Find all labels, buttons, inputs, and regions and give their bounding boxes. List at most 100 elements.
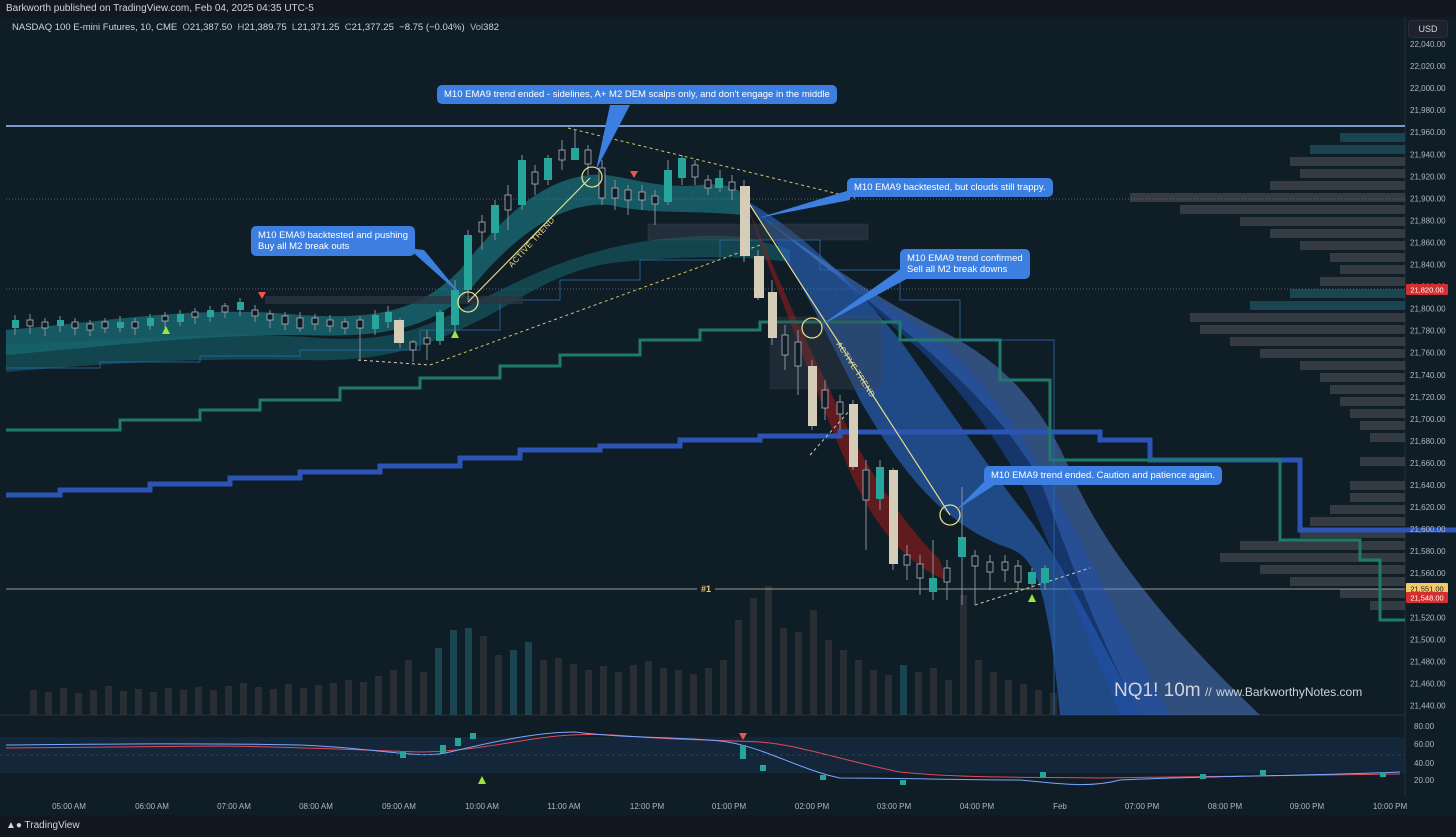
time-axis-label: 01:00 PM: [712, 802, 747, 811]
high-label: H: [237, 22, 245, 33]
signal-circle-3[interactable]: [801, 317, 823, 339]
open-label: O: [182, 22, 190, 33]
price-axis-label: 21,860.00: [1410, 238, 1446, 247]
time-axis-label: 08:00 AM: [299, 802, 333, 811]
price-marker-last-label: 21,551.00: [1410, 585, 1443, 594]
oscillator-candles: [400, 733, 1386, 785]
price-marker-red: [1406, 284, 1448, 295]
time-axis-label: 04:00 PM: [960, 802, 995, 811]
price-axis-label: 21,580.00: [1410, 547, 1446, 556]
dashed-trendline-rising: [429, 244, 761, 366]
currency-button[interactable]: USD: [1408, 20, 1448, 38]
price-axis-label: 21,980.00: [1410, 106, 1446, 115]
blue-cloud: [745, 200, 1140, 715]
callout-left-line2: Buy all M2 break outs: [258, 241, 350, 252]
time-axis-label: 12:00 PM: [630, 802, 665, 811]
callout-left[interactable]: M10 EMA9 backtested and pushing Buy all …: [251, 226, 415, 256]
price-axis-label: 21,560.00: [1410, 569, 1446, 578]
chart-area[interactable]: 22,040.00 22,020.00 22,000.00 21,980.00 21,9…: [0, 18, 1456, 815]
publish-header: Barkworth published on TradingView.com, …: [0, 0, 1456, 18]
price-axis-label: 22,000.00: [1410, 84, 1446, 93]
price-axis-label: 21,760.00: [1410, 349, 1446, 358]
chart-canvas[interactable]: 22,040.00 22,020.00 22,000.00 21,980.00 21,9…: [0, 18, 1456, 815]
symbol-legend[interactable]: NASDAQ 100 E-mini Futures, 10, CME O 21,3…: [12, 22, 499, 33]
price-axis-label: 21,600.00: [1410, 525, 1446, 534]
price-axis-label: 21,460.00: [1410, 679, 1446, 688]
price-marker-last: [1406, 583, 1448, 594]
close-value: 21,377.25: [351, 22, 394, 33]
watermark-symbol: NQ1! 10m: [1114, 680, 1201, 701]
price-axis-label: 21,680.00: [1410, 437, 1446, 446]
level-marker[interactable]: #1: [701, 584, 711, 594]
candles: [12, 130, 1049, 605]
watermark-separator: //: [1205, 685, 1212, 699]
price-axis-label: 21,940.00: [1410, 150, 1446, 159]
level-marker-bg: [697, 583, 715, 595]
volume-label: Vol: [469, 22, 484, 33]
time-axis-label: 07:00 PM: [1125, 802, 1160, 811]
time-axis-label: 05:00 AM: [52, 802, 86, 811]
price-marker-red-label: 21,820.00: [1410, 286, 1443, 295]
price-axis-label: 21,880.00: [1410, 216, 1446, 225]
volume-profile: [1130, 133, 1405, 610]
buy-signal-arrow: [162, 326, 170, 334]
sell-signal-arrow: [258, 292, 266, 299]
instrument-name[interactable]: NASDAQ 100 E-mini Futures, 10, CME: [12, 22, 178, 33]
time-axis-label: 11:00 AM: [547, 802, 581, 811]
main-pane: [0, 18, 1405, 715]
footer-brand[interactable]: TradingView: [24, 820, 80, 831]
time-axis-label: Feb: [1053, 802, 1067, 811]
callout-left-line1: M10 EMA9 backtested and pushing: [258, 230, 408, 241]
signal-circle-2[interactable]: [581, 166, 603, 188]
close-label: C: [344, 22, 352, 33]
dashed-trendline-top: [567, 127, 856, 199]
price-axis[interactable]: 22,040.00 22,020.00 22,000.00 21,980.00 21,9…: [1410, 40, 1446, 711]
time-axis-label: 10:00 PM: [1373, 802, 1408, 811]
price-axis-label: 22,040.00: [1410, 40, 1446, 49]
price-axis-label: 21,960.00: [1410, 128, 1446, 137]
oscillator-axis[interactable]: 80.00 60.00 40.00 20.00: [1414, 722, 1435, 785]
time-axis-label: 07:00 AM: [217, 802, 251, 811]
oscillator-main-line: [5, 731, 1401, 786]
price-axis-label: 21,520.00: [1410, 613, 1446, 622]
green-step-line: [6, 320, 1405, 622]
thin-step-line: [6, 239, 1055, 715]
active-trend-line-down[interactable]: [749, 204, 951, 516]
price-marker-red2: [1406, 592, 1448, 603]
callout-right[interactable]: M10 EMA9 trend confirmed Sell all M2 bre…: [900, 249, 1030, 279]
price-axis-label: 21,780.00: [1410, 327, 1446, 336]
time-axis-label: 02:00 PM: [795, 802, 830, 811]
signal-circle-4[interactable]: [939, 504, 961, 526]
price-axis-label: 21,920.00: [1410, 172, 1446, 181]
price-axis-label: 21,720.00: [1410, 393, 1446, 402]
active-trend-line-up[interactable]: [467, 177, 591, 303]
high-value: 21,389.75: [244, 22, 287, 33]
price-axis-label: 21,660.00: [1410, 459, 1446, 468]
range-box-right: [769, 316, 883, 390]
price-axis-label: 21,640.00: [1410, 481, 1446, 490]
time-axis-label: 03:00 PM: [877, 802, 912, 811]
osc-buy-arrow: [478, 776, 486, 784]
time-axis-label: 06:00 AM: [135, 802, 169, 811]
price-marker-red2-label: 21,548.00: [1410, 594, 1443, 603]
callout-top-text: M10 EMA9 trend ended - sidelines, A+ M2 …: [444, 89, 830, 100]
price-axis-label: 21,620.00: [1410, 503, 1446, 512]
callout-pointer-left: [408, 248, 462, 296]
time-axis[interactable]: 05:00 AM 06:00 AM 07:00 AM 08:00 AM 09:00 AM…: [52, 802, 1407, 811]
price-axis-label: 21,480.00: [1410, 657, 1446, 666]
callout-bottom[interactable]: M10 EMA9 trend ended. Caution and patien…: [984, 466, 1222, 485]
signal-circle-1[interactable]: [457, 291, 479, 313]
price-axis-label: 21,500.00: [1410, 635, 1446, 644]
price-axis-label: 21,440.00: [1410, 702, 1446, 711]
time-axis-label: 09:00 PM: [1290, 802, 1325, 811]
teal-cloud-outer: [6, 235, 790, 372]
tradingview-logo-icon[interactable]: ▲●: [6, 820, 22, 831]
price-axis-label: 21,700.00: [1410, 415, 1446, 424]
time-axis-label: 10:00 AM: [465, 802, 499, 811]
callout-mid[interactable]: M10 EMA9 backtested, but clouds still tr…: [847, 178, 1053, 197]
buy-signal-arrow: [451, 330, 459, 338]
price-axis-label: 21,900.00: [1410, 194, 1446, 203]
range-box-left: [265, 296, 523, 304]
callout-top[interactable]: M10 EMA9 trend ended - sidelines, A+ M2 …: [437, 85, 837, 104]
price-axis-label: 21,740.00: [1410, 371, 1446, 380]
